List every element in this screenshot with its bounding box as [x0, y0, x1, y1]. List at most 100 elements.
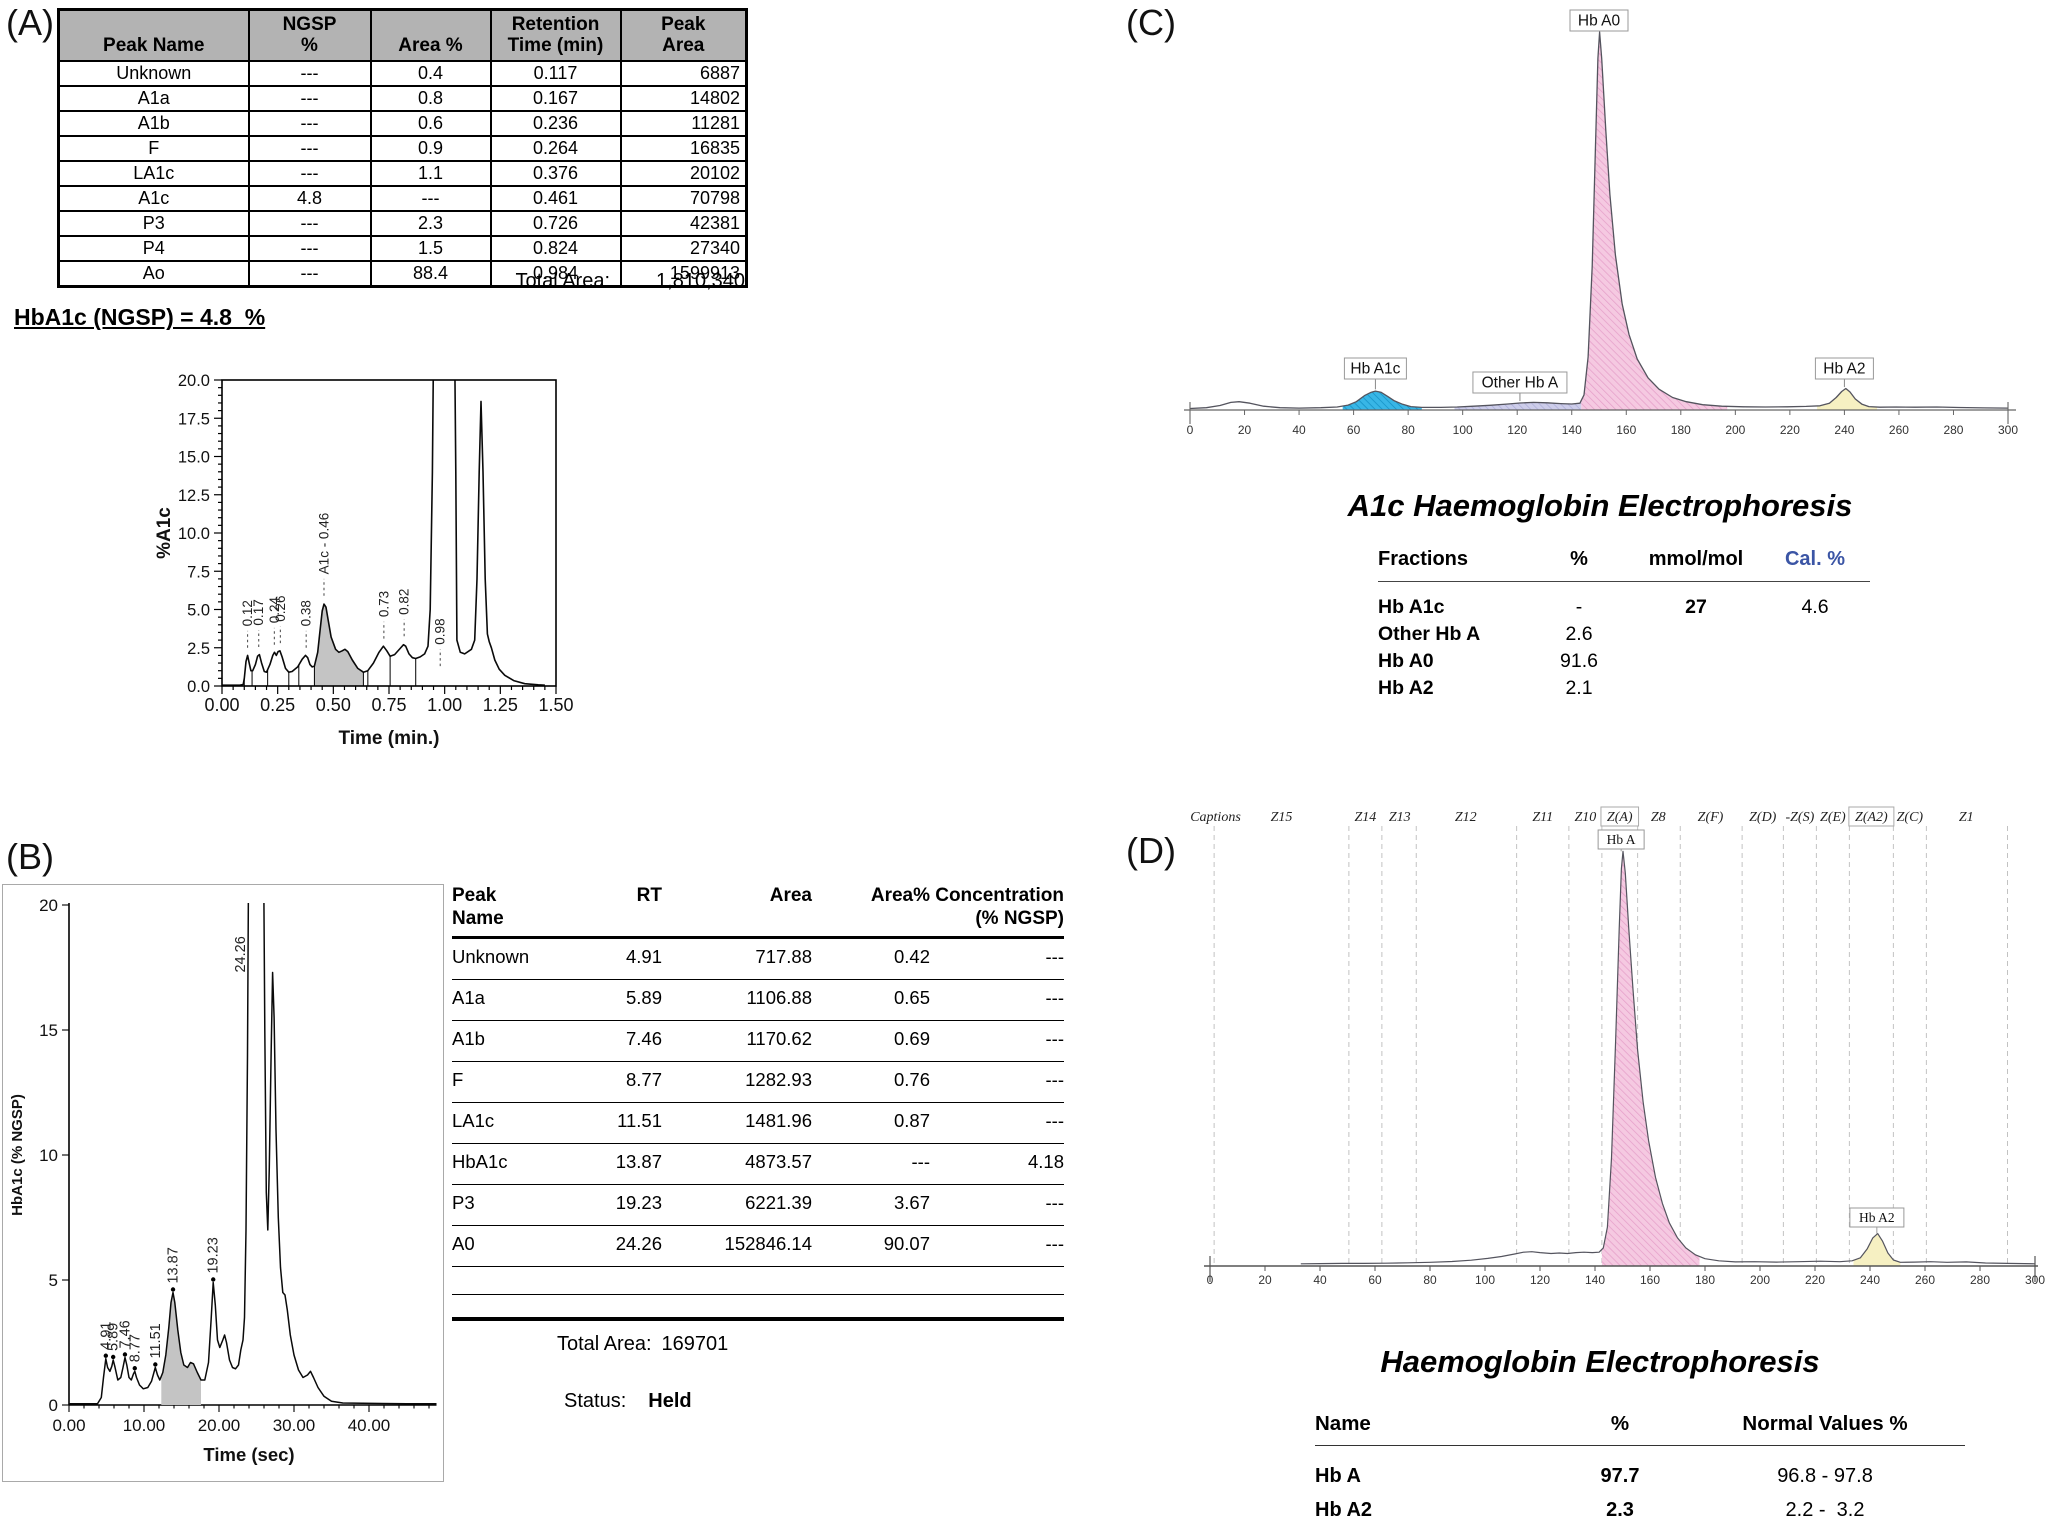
- table-cell: ---: [247, 59, 372, 87]
- table-cell: 14802: [619, 84, 748, 112]
- svg-text:60: 60: [1368, 1273, 1382, 1287]
- panel-d-title: Haemoglobin Electrophoresis: [1380, 1344, 1820, 1379]
- table-cell: Hb A0: [1378, 650, 1434, 672]
- svg-text:20: 20: [1258, 1273, 1272, 1287]
- table-cell: 3.67: [893, 1192, 930, 1214]
- table-cell: 1.5: [369, 234, 492, 262]
- svg-text:HbA1c (% NGSP): HbA1c (% NGSP): [9, 1094, 26, 1216]
- svg-text:7.5: 7.5: [187, 563, 210, 581]
- table-cell: 90.07: [883, 1233, 930, 1255]
- table-cell: Other Hb A: [1378, 623, 1481, 645]
- table-cell: ---: [1045, 946, 1064, 968]
- table-cell: 4873.57: [745, 1151, 812, 1173]
- table-row: Unknown --- 0.4 0.117 6887: [57, 59, 748, 87]
- table-cell: Hb A2: [1378, 677, 1434, 699]
- table-row: HbA1c 13.87 4873.57 --- 4.18: [452, 1144, 1064, 1186]
- table-cell: ---: [1045, 1233, 1064, 1255]
- svg-text:Z12: Z12: [1455, 810, 1477, 825]
- table-cell: 0.824: [489, 234, 622, 262]
- svg-text:5.89: 5.89: [106, 1323, 122, 1351]
- table-cell: ---: [247, 259, 372, 288]
- table-cell: 27340: [619, 234, 748, 262]
- panel-c-electrophoresis: 0 20 40 60 80 100 120 140 160 180 200 220 240 260 280 3…: [1184, 9, 2018, 437]
- svg-text:Z(F): Z(F): [1698, 810, 1724, 825]
- panel-c-label: (C): [1126, 2, 1176, 43]
- svg-text:Time (sec): Time (sec): [203, 1444, 294, 1465]
- svg-text:1.25: 1.25: [483, 695, 518, 715]
- column-header: Fractions: [1378, 548, 1469, 570]
- svg-text:0.00: 0.00: [204, 695, 239, 715]
- table-cell: ---: [1045, 1069, 1064, 1091]
- svg-text:180: 180: [1695, 1273, 1715, 1287]
- x-axis: 0 20 40 60 80 100 120 140 160 180 200 220 240 260 280 3…: [1184, 402, 2018, 437]
- table-cell: ---: [247, 134, 372, 162]
- svg-text:17.5: 17.5: [178, 410, 210, 428]
- table-header-row: Peak Name RT Area Area% Concentration (% NGSP): [452, 884, 1064, 940]
- table-row: P4 --- 1.5 0.824 27340: [57, 234, 748, 262]
- svg-text:200: 200: [1725, 423, 1745, 437]
- table-row: Hb A1c - 27 4.6: [1378, 592, 1870, 619]
- svg-text:100: 100: [1453, 423, 1473, 437]
- table-cell: 42381: [619, 209, 748, 237]
- column-header: RT: [636, 885, 662, 906]
- panel-d-results-table: Name% Normal Values % Hb A 97.7 96.8 - 97.8 H…: [1315, 1412, 1965, 1522]
- panel-a-peak-table: Peak Name NGSP% Area % Retention Time (min) P…: [57, 8, 748, 288]
- table-cell: 0.726: [489, 209, 622, 237]
- svg-text:Z(C): Z(C): [1897, 810, 1924, 825]
- table-cell: 2.6: [1565, 623, 1593, 645]
- table-cell: 1106.88: [746, 987, 813, 1009]
- svg-text:Hb A1c: Hb A1c: [1350, 361, 1400, 378]
- table-row: F --- 0.9 0.264 16835: [57, 134, 748, 162]
- table-cell: F: [57, 134, 250, 162]
- svg-text:1.00: 1.00: [427, 695, 462, 715]
- table-cell: 19.23: [615, 1192, 662, 1214]
- table-cell: 2.2 - 3.2: [1785, 1499, 1865, 1521]
- svg-text:Z8: Z8: [1651, 810, 1666, 825]
- table-cell: Hb A2: [1315, 1499, 1373, 1521]
- svg-text:Hb A2: Hb A2: [1823, 361, 1865, 378]
- panel-b-plot-frame: 0.00 10.00 20.00 30.00 40.00 0 5 10 15 20 Time (se…: [2, 884, 444, 1482]
- svg-text:5.0: 5.0: [187, 602, 210, 620]
- svg-text:10.00: 10.00: [123, 1416, 166, 1435]
- table-row: LA1c 11.51 1481.96 0.87 ---: [452, 1103, 1064, 1145]
- peak-labels: 4.915.897.468.77 11.51 13.87 19.23 24.26: [98, 936, 249, 1371]
- table-row: F 8.77 1282.93 0.76 ---: [452, 1062, 1064, 1104]
- table-cell: 0.9: [369, 134, 492, 162]
- table-cell: 1170.62: [746, 1028, 813, 1050]
- svg-text:0.24: 0.24: [267, 597, 282, 624]
- table-cell: 4.18: [1027, 1151, 1064, 1173]
- table-row: Hb A 97.7 96.8 - 97.8: [1315, 1454, 1965, 1488]
- table-cell: 6887: [619, 59, 748, 87]
- axes: 0.00 0.25 0.50 0.75 1.00 1.25 1.50 0.0 2.5 5.0 7.5…: [154, 372, 574, 749]
- panel-b-label: (B): [6, 836, 54, 877]
- table-row: A1c 4.8 --- 0.461 70798: [57, 184, 748, 212]
- table-cell: 0.236: [489, 109, 622, 137]
- svg-text:0.00: 0.00: [52, 1416, 85, 1435]
- table-cell: 1481.96: [745, 1110, 812, 1132]
- svg-text:20.0: 20.0: [178, 372, 210, 390]
- svg-text:80: 80: [1401, 423, 1415, 437]
- svg-text:0.17: 0.17: [251, 599, 266, 625]
- svg-text:15.0: 15.0: [178, 449, 210, 467]
- svg-text:0.38: 0.38: [299, 600, 314, 626]
- svg-text:20: 20: [39, 896, 58, 915]
- svg-text:15: 15: [39, 1021, 58, 1040]
- table-cell: 4.8: [247, 184, 372, 212]
- table-cell: F: [452, 1069, 464, 1091]
- column-header: Peak Area: [619, 8, 748, 62]
- table-cell: ---: [1045, 1028, 1064, 1050]
- svg-text:160: 160: [1616, 423, 1636, 437]
- column-header: Normal Values %: [1742, 1412, 1908, 1435]
- svg-text:0: 0: [49, 1396, 58, 1415]
- svg-text:A1c - 0.46: A1c - 0.46: [316, 513, 331, 575]
- svg-text:Z(A): Z(A): [1607, 810, 1633, 825]
- svg-text:40: 40: [1313, 1273, 1327, 1287]
- svg-text:140: 140: [1585, 1273, 1605, 1287]
- table-cell: 0.167: [489, 84, 622, 112]
- panel-a-label: (A): [6, 2, 54, 43]
- table-cell: 0.42: [893, 946, 930, 968]
- table-cell: 717.88: [755, 946, 812, 968]
- svg-text:280: 280: [1970, 1273, 1990, 1287]
- table-cell: Unknown: [57, 59, 250, 87]
- svg-text:40: 40: [1292, 423, 1306, 437]
